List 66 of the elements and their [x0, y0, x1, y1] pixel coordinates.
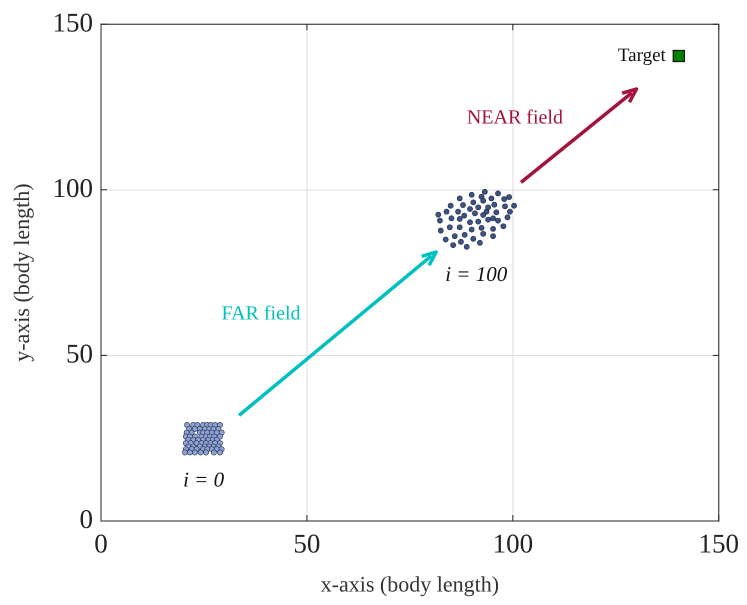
series-label: Target: [618, 44, 667, 66]
point: [493, 209, 500, 216]
point: [435, 212, 442, 218]
point: [470, 236, 476, 242]
point: [470, 199, 476, 206]
point: [504, 214, 510, 220]
point: [501, 196, 508, 202]
point: [495, 190, 501, 196]
point: [488, 196, 494, 202]
point: [462, 232, 468, 238]
point: [450, 242, 456, 248]
point: [460, 202, 466, 208]
point: [437, 218, 443, 224]
point: [468, 226, 475, 232]
point: [476, 240, 483, 246]
x-tick-label: 50: [293, 528, 320, 558]
point: [448, 202, 454, 209]
point: [511, 202, 517, 209]
point: [485, 204, 492, 210]
point: [464, 244, 470, 250]
point: [502, 203, 508, 210]
annotation: FAR field: [221, 302, 301, 326]
point: [478, 224, 484, 231]
point: [482, 188, 488, 195]
point: [495, 218, 501, 224]
point: [467, 219, 473, 226]
point: [456, 224, 463, 230]
point: [446, 224, 453, 230]
point: [475, 204, 482, 210]
series-label: i = 0: [183, 467, 225, 492]
point: [491, 202, 498, 208]
point: [480, 230, 486, 237]
y-tick-label: 150: [52, 7, 93, 38]
point: [452, 233, 458, 240]
point: [500, 223, 506, 230]
x-tick-label: 150: [698, 528, 739, 558]
point: [438, 228, 444, 234]
y-tick-label: 0: [80, 504, 93, 534]
point: [456, 216, 463, 222]
series-label: i = 100: [445, 262, 508, 286]
point: [456, 196, 463, 202]
point: [490, 215, 496, 222]
point: [475, 218, 482, 224]
point: [480, 198, 486, 204]
point: [458, 238, 464, 245]
point: [507, 208, 513, 215]
point: [672, 50, 685, 62]
x-axis-title: x-axis (body length): [320, 572, 500, 597]
point: [444, 208, 450, 215]
y-tick-label: 50: [66, 338, 93, 368]
point: [480, 212, 486, 218]
point: [455, 208, 461, 215]
y-axis-title: y-axis (body length): [8, 183, 34, 362]
point: [490, 226, 496, 232]
point: [448, 215, 454, 222]
point: [467, 206, 473, 212]
point: [468, 192, 475, 198]
annotation: NEAR field: [466, 106, 563, 130]
point: [506, 194, 512, 200]
point: [485, 216, 492, 223]
point: [442, 236, 449, 242]
y-tick-label: 100: [52, 172, 93, 203]
point: [472, 210, 478, 216]
x-tick-label: 100: [492, 528, 534, 558]
point: [461, 212, 468, 219]
point: [490, 233, 496, 240]
